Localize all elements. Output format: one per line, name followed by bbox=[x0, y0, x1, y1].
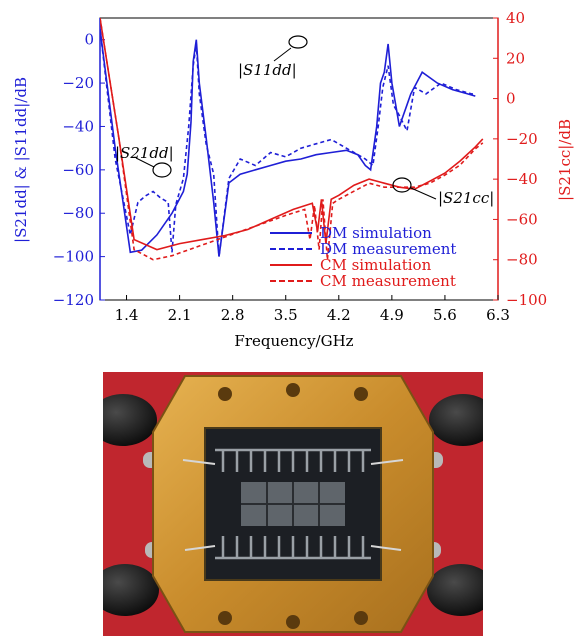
s21cc-label: |S21cc| bbox=[438, 189, 494, 207]
right-y-tick-label: −60 bbox=[506, 210, 538, 228]
annotation-s21cc: |S21cc| bbox=[392, 177, 494, 207]
left-y-tick-label: −100 bbox=[53, 248, 94, 266]
annotation-s21dd: |S21dd| bbox=[115, 144, 174, 178]
right-y-tick-label: 0 bbox=[506, 90, 516, 108]
x-tick-label: 4.2 bbox=[327, 306, 351, 324]
right-y-tick-label: 20 bbox=[506, 49, 525, 67]
right-y-tick-label: −20 bbox=[506, 130, 538, 148]
legend-label: DM simulation bbox=[320, 224, 432, 242]
s21cc-pointer bbox=[410, 187, 437, 200]
left-y-tick-label: −120 bbox=[53, 291, 94, 309]
series-line-dm-simulation bbox=[100, 28, 476, 257]
legend-label: DM measurement bbox=[320, 240, 456, 258]
screw-hole bbox=[354, 387, 368, 401]
s21dd-circle bbox=[152, 162, 172, 178]
right-y-tick-label: 40 bbox=[506, 9, 525, 27]
left-y-tick-label: −20 bbox=[62, 74, 94, 92]
x-tick-label: 4.9 bbox=[380, 306, 404, 324]
s21cc-circle bbox=[392, 177, 412, 193]
s21dd-label: |S21dd| bbox=[115, 144, 174, 162]
s21dd-pointer bbox=[135, 157, 155, 168]
x-tick-label: 6.3 bbox=[486, 306, 510, 324]
screw-hole bbox=[354, 611, 368, 625]
sma-connector bbox=[103, 394, 157, 446]
annotation-s11dd: |S11dd| bbox=[238, 35, 308, 79]
right-y-axis-label: |S21cc|/dB bbox=[556, 119, 574, 201]
resonator-slots bbox=[241, 482, 345, 526]
chart: 1.4 2.1 2.8 3.5 4.2 4.9 5.6 6.3 0 −20 −40 −60 −80 −10… bbox=[12, 9, 574, 350]
right-y-tick-label: −100 bbox=[506, 291, 547, 309]
legend-label: CM simulation bbox=[320, 256, 432, 274]
left-y-tick-label: −60 bbox=[62, 161, 94, 179]
left-y-tick-label: −40 bbox=[62, 117, 94, 135]
left-y-tick-label: 0 bbox=[84, 31, 94, 49]
right-y-tick-label: −80 bbox=[506, 251, 538, 269]
screw-hole bbox=[218, 387, 232, 401]
screw-hole bbox=[286, 383, 300, 397]
legend-label: CM measurement bbox=[320, 272, 456, 290]
x-axis-label: Frequency/GHz bbox=[234, 332, 353, 350]
filter-photo-graphic bbox=[103, 372, 483, 636]
screw-hole bbox=[286, 615, 300, 629]
filter-photo bbox=[103, 372, 483, 636]
series-line-cm-simulation bbox=[100, 18, 484, 251]
left-y-axis-label: |S21dd| & |S11dd|/dB bbox=[12, 77, 30, 243]
x-tick-label: 3.5 bbox=[274, 306, 298, 324]
series-line-cm-measurement bbox=[100, 18, 484, 261]
left-y-tick-label: −80 bbox=[62, 204, 94, 222]
s11dd-label: |S11dd| bbox=[238, 61, 297, 79]
s11dd-pointer bbox=[273, 47, 292, 62]
microstrip-circuit bbox=[215, 448, 371, 560]
sma-connector bbox=[103, 564, 159, 616]
sma-connector bbox=[429, 394, 483, 446]
sma-connector bbox=[427, 564, 483, 616]
x-tick-label: 2.1 bbox=[168, 306, 192, 324]
right-y-tick-label: −40 bbox=[506, 170, 538, 188]
s11dd-circle bbox=[288, 35, 308, 49]
x-tick-label: 2.8 bbox=[221, 306, 245, 324]
x-tick-label: 1.4 bbox=[115, 306, 139, 324]
screw-hole bbox=[218, 611, 232, 625]
x-tick-label: 5.6 bbox=[433, 306, 457, 324]
feed-lines bbox=[182, 459, 404, 551]
